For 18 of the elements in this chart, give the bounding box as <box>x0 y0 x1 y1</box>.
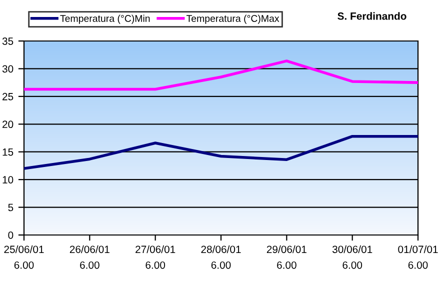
y-tick-label: 0 <box>8 232 14 239</box>
x-tick-label: 27/06/01 6.00 <box>136 245 176 269</box>
x-tick-label: 26/06/01 6.00 <box>70 245 110 269</box>
y-tick-label: 20 <box>2 120 14 128</box>
y-tick-label: 25 <box>2 92 14 100</box>
x-tick-label: 29/06/01 6.00 <box>266 245 306 269</box>
y-tick-label: 35 <box>2 38 14 45</box>
y-tick-label: 5 <box>8 204 14 212</box>
x-tick-label: 28/06/01 6.00 <box>201 245 241 269</box>
legend-label: Temperatura (°C)Max <box>186 14 280 24</box>
chart-title: S. Ferdinando <box>338 12 406 20</box>
y-tick-label: 10 <box>2 176 14 184</box>
y-tick-label: 15 <box>2 148 14 156</box>
x-tick-label: 25/06/01 6.00 <box>4 245 44 269</box>
y-tick-label: 30 <box>2 65 14 73</box>
legend-label: Temperatura (°C)Min <box>60 14 150 24</box>
x-tick-label: 01/07/01 6.00 <box>398 245 438 269</box>
x-tick-label: 30/06/01 6.00 <box>332 245 372 269</box>
